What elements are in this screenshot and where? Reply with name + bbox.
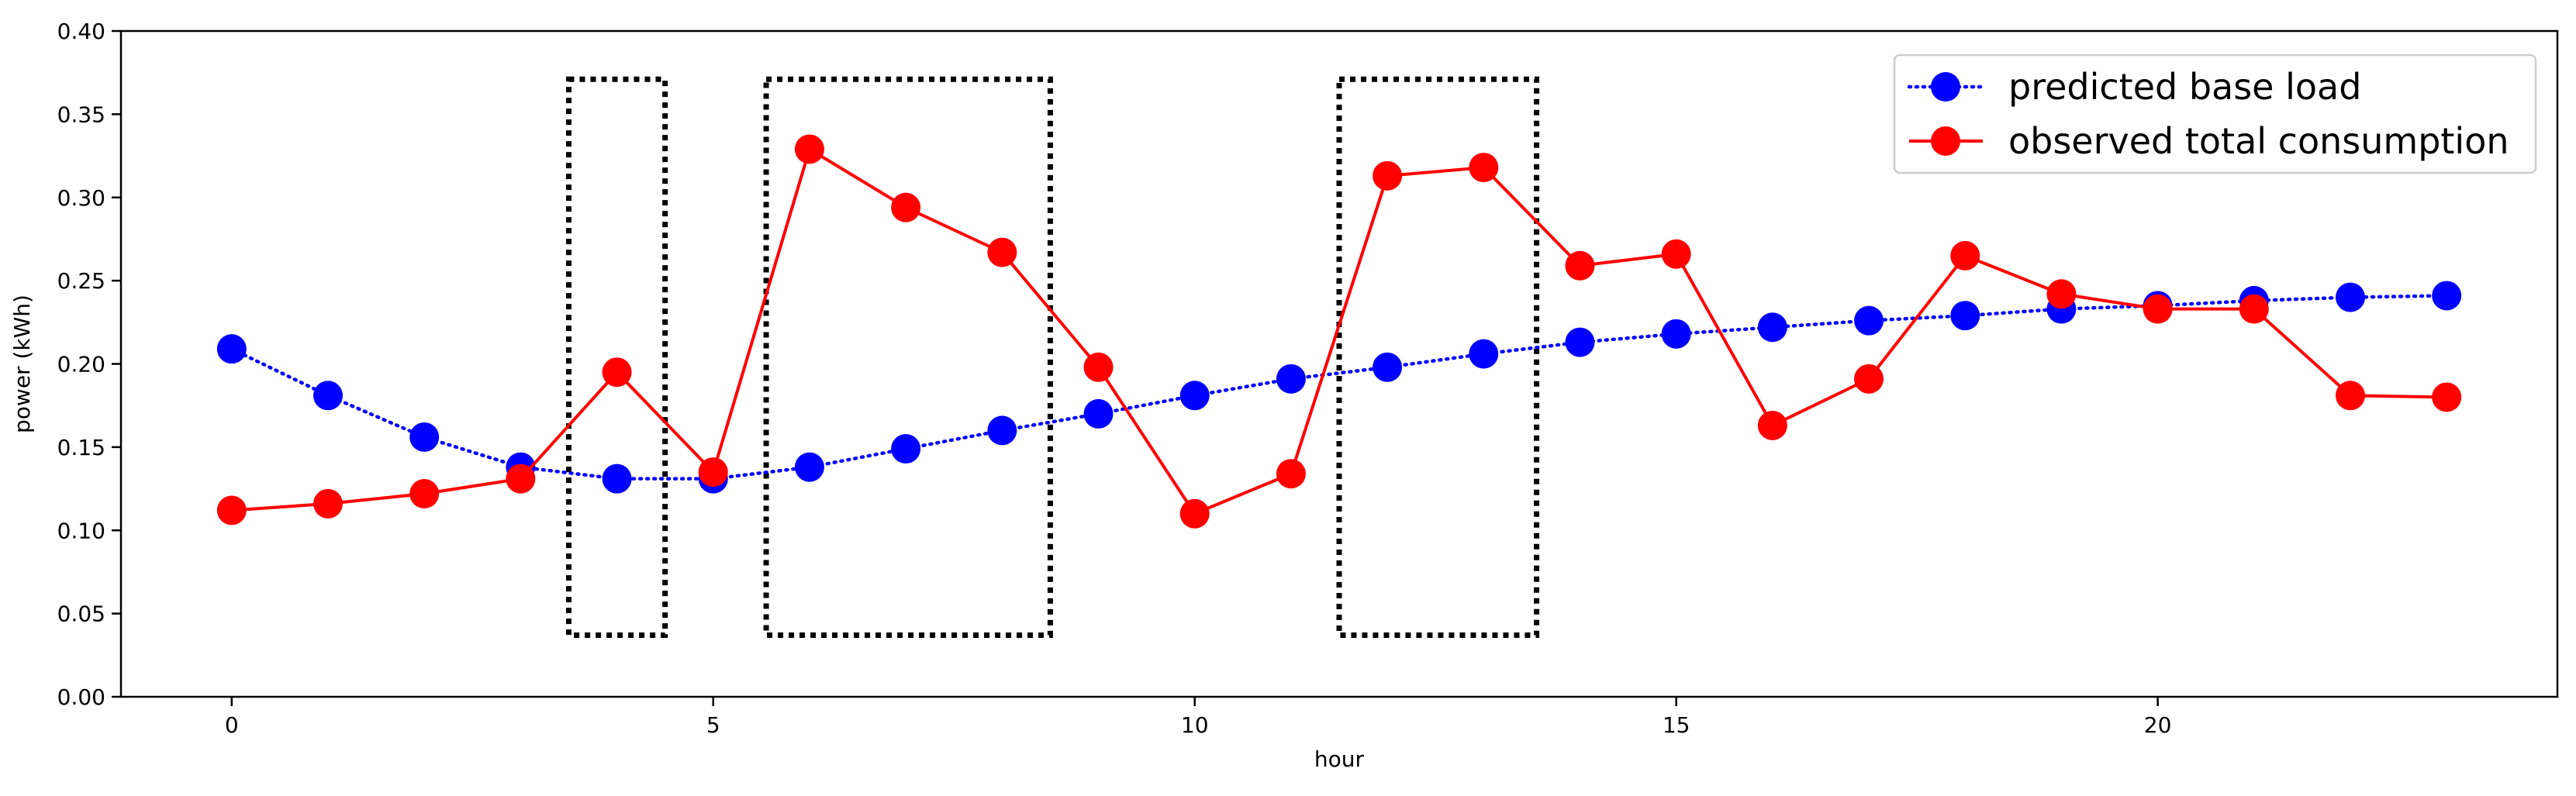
axes: 0 5 10 15 20 0.00 0.05 0.10 0.15 0.20 0.25 0.30 0.3…	[9, 19, 2559, 772]
data-point-predicted-base-load	[602, 463, 632, 494]
data-point-predicted-base-load	[1469, 339, 1499, 369]
data-point-predicted-base-load	[1276, 364, 1306, 394]
data-point-observed-total-consumption	[1950, 240, 1980, 271]
data-point-observed-total-consumption	[2239, 294, 2269, 324]
data-point-observed-total-consumption	[794, 134, 824, 164]
y-tick-label: 0.30	[57, 185, 105, 211]
data-point-observed-total-consumption	[1083, 352, 1114, 382]
data-point-observed-total-consumption	[506, 463, 536, 494]
data-point-observed-total-consumption	[1179, 498, 1210, 529]
data-point-observed-total-consumption	[1661, 239, 1691, 269]
data-point-predicted-base-load	[891, 434, 921, 464]
data-point-observed-total-consumption	[2335, 381, 2365, 411]
dotted-annotation-box-2	[763, 76, 1053, 639]
legend-entry-predicted-base-load: predicted base load	[1907, 66, 2361, 108]
y-tick-label: 0.15	[57, 435, 105, 460]
data-point-observed-total-consumption	[1757, 410, 1787, 440]
y-tick-label: 0.05	[57, 601, 105, 627]
data-point-observed-total-consumption	[1469, 153, 1499, 183]
series-line-observed-total-consumption	[231, 146, 2447, 516]
series-layer	[216, 134, 2462, 529]
legend-marker-observed-total-consumption	[1931, 126, 1960, 156]
y-tick-label: 0.10	[57, 518, 105, 543]
data-point-predicted-base-load	[313, 381, 344, 411]
legend: predicted base load observed total consu…	[1893, 53, 2537, 174]
legend-frame	[1893, 53, 2537, 174]
y-axis-label: power (kWh)	[9, 295, 35, 433]
legend-label-predicted-base-load: predicted base load	[2008, 66, 2361, 108]
data-point-observed-total-consumption	[698, 457, 728, 488]
data-point-observed-total-consumption	[602, 357, 632, 388]
data-point-observed-total-consumption	[2046, 279, 2077, 309]
dotted-annotation-box-3	[1336, 76, 1540, 639]
data-point-predicted-base-load	[409, 422, 440, 452]
legend-marker-predicted-base-load	[1931, 72, 1960, 102]
data-point-predicted-base-load	[2335, 282, 2365, 312]
x-tick-label: 5	[706, 712, 720, 738]
data-point-observed-total-consumption	[1276, 459, 1306, 489]
y-tick-label: 0.20	[57, 352, 105, 377]
data-point-predicted-base-load	[1661, 319, 1691, 349]
series-line-predicted-base-load	[230, 294, 2449, 481]
x-tick-label: 15	[1663, 712, 1690, 738]
dotted-annotation-box-1	[565, 76, 668, 639]
data-point-predicted-base-load	[1950, 301, 1980, 331]
data-point-observed-total-consumption	[987, 237, 1017, 267]
data-point-observed-total-consumption	[2143, 294, 2173, 324]
data-point-predicted-base-load	[1179, 381, 1210, 411]
data-point-predicted-base-load	[1083, 398, 1114, 429]
data-point-predicted-base-load	[1854, 305, 1884, 336]
y-tick-label: 0.25	[57, 268, 105, 294]
data-point-observed-total-consumption	[313, 488, 344, 519]
data-point-predicted-base-load	[1373, 352, 1403, 382]
data-point-observed-total-consumption	[409, 479, 440, 509]
data-point-observed-total-consumption	[1373, 160, 1403, 191]
data-point-predicted-base-load	[1757, 312, 1787, 343]
data-point-observed-total-consumption	[216, 495, 247, 525]
y-axis-ticks: 0.00 0.05 0.10 0.15 0.20 0.25 0.30 0.35 0.40	[57, 19, 121, 710]
data-point-predicted-base-load	[1565, 327, 1595, 357]
data-point-observed-total-consumption	[891, 192, 921, 222]
y-tick-label: 0.40	[57, 19, 105, 44]
x-axis-ticks: 0 5 10 15 20	[225, 697, 2172, 738]
legend-entry-observed-total-consumption: observed total consumption	[1909, 120, 2509, 162]
series-observed-total-consumption	[216, 134, 2462, 529]
data-point-predicted-base-load	[216, 334, 247, 364]
data-point-observed-total-consumption	[1854, 364, 1884, 394]
legend-label-observed-total-consumption: observed total consumption	[2008, 120, 2509, 162]
y-tick-label: 0.00	[57, 684, 105, 710]
x-tick-label: 0	[225, 712, 239, 738]
x-tick-label: 20	[2144, 712, 2172, 738]
data-point-predicted-base-load	[794, 452, 824, 482]
data-point-predicted-base-load	[987, 415, 1017, 446]
data-point-observed-total-consumption	[1565, 250, 1595, 281]
annotation-boxes	[565, 76, 1540, 639]
x-tick-label: 10	[1181, 712, 1209, 738]
y-tick-label: 0.35	[57, 102, 105, 127]
x-axis-label: hour	[1314, 746, 1365, 772]
data-point-predicted-base-load	[2432, 281, 2462, 311]
data-point-observed-total-consumption	[2432, 382, 2462, 412]
